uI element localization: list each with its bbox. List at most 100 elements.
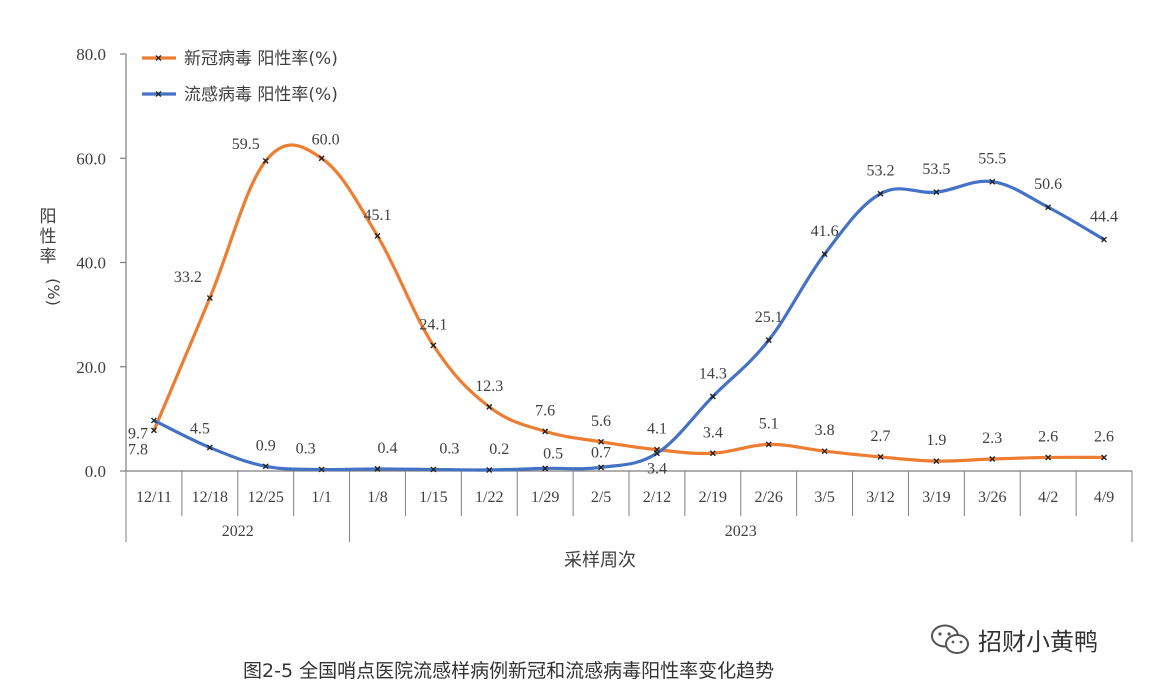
- x-tick-label: 3/12: [866, 489, 894, 506]
- data-point: [1101, 236, 1108, 243]
- data-point: [989, 456, 996, 463]
- figure-caption: 图2-5 全国哨点医院流感样病例新冠和流感病毒阳性率变化趋势: [243, 660, 775, 682]
- data-label: 3.8: [815, 422, 835, 439]
- x-tick-label: 2/26: [754, 489, 782, 506]
- data-label: 0.2: [489, 441, 509, 458]
- data-labels: 7.8 33.2 59.5 60.0 45.1 24.1 12.3 7.6 5.6 4.1 3.4 5…: [128, 131, 1118, 477]
- data-label: 50.6: [1034, 176, 1062, 193]
- axes: [125, 54, 1132, 472]
- data-point: [821, 251, 828, 258]
- x-tick-label: 4/9: [1094, 489, 1114, 506]
- data-point: [1101, 454, 1108, 461]
- data-label: 2.3: [982, 430, 1002, 447]
- data-point: [374, 232, 381, 239]
- data-label: 0.7: [591, 444, 611, 461]
- data-point: [150, 417, 157, 424]
- data-label: 3.4: [703, 424, 723, 441]
- data-point: [1045, 204, 1052, 211]
- data-label: 4.1: [647, 421, 667, 438]
- x-tick-label: 3/5: [814, 489, 834, 506]
- data-point: [262, 463, 269, 470]
- data-label: 1.9: [926, 432, 946, 449]
- y-axis-title-char: 率: [40, 247, 57, 267]
- data-label: 60.0: [312, 131, 340, 148]
- data-point: [542, 465, 549, 472]
- data-label: 53.2: [867, 163, 895, 180]
- data-point: [709, 450, 716, 457]
- x-tick-label: 1/1: [311, 489, 331, 506]
- data-point: [262, 157, 269, 164]
- data-point: [877, 190, 884, 197]
- data-point: [765, 337, 772, 344]
- series-line: [153, 179, 1105, 472]
- data-point: [598, 438, 605, 445]
- data-label: 0.3: [296, 440, 316, 457]
- watermark: 招财小黄鸭: [930, 622, 1098, 657]
- x-tick-label: 4/2: [1038, 489, 1058, 506]
- data-label: 53.5: [922, 161, 950, 178]
- data-point: [486, 403, 493, 410]
- data-label: 0.3: [439, 440, 459, 457]
- x-axis-ticks: 12/11 12/18 12/25 1/1 1/8 1/15 1/22 1/29 2/5 2/12…: [125, 471, 1133, 542]
- y-tick-label: 0.0: [85, 462, 106, 481]
- data-label: 44.4: [1090, 209, 1118, 226]
- x-tick-label: 2/12: [643, 489, 671, 506]
- legend-label: 新冠病毒 阳性率(%): [184, 49, 338, 69]
- x-axis-title: 采样周次: [564, 550, 636, 571]
- series-line: [152, 143, 1105, 463]
- x-tick-label: 12/11: [136, 489, 172, 506]
- y-tick-label: 80.0: [76, 45, 106, 64]
- year-label: 2022: [222, 523, 254, 540]
- data-label: 2.6: [1038, 428, 1058, 445]
- y-tick-label: 40.0: [76, 254, 106, 273]
- x-tick-label: 2/19: [699, 489, 727, 506]
- data-point: [933, 458, 940, 465]
- data-point: [486, 466, 493, 473]
- data-label: 0.4: [378, 440, 398, 457]
- data-point: [709, 393, 716, 400]
- data-label: 2.7: [871, 428, 891, 445]
- x-tick-label: 3/26: [978, 489, 1006, 506]
- data-point: [1045, 454, 1052, 461]
- data-point: [821, 448, 828, 455]
- data-label: 25.1: [755, 309, 783, 326]
- x-tick-label: 1/8: [367, 489, 387, 506]
- data-point: [989, 178, 996, 185]
- data-label: 24.1: [419, 316, 447, 333]
- data-point: [933, 189, 940, 196]
- data-label: 2.6: [1094, 428, 1114, 445]
- data-label: 45.1: [364, 207, 392, 224]
- x-tick-label: 1/15: [419, 489, 447, 506]
- data-label: 41.6: [811, 223, 839, 240]
- data-point: [653, 450, 660, 457]
- data-point: [765, 441, 772, 448]
- data-point: [150, 427, 157, 434]
- data-point: [598, 464, 605, 471]
- data-label: 0.9: [256, 437, 276, 454]
- data-label: 5.6: [591, 413, 611, 430]
- data-label: 14.3: [699, 365, 727, 382]
- legend-label: 流感病毒 阳性率(%): [184, 85, 338, 105]
- x-tick-label: 12/25: [247, 489, 283, 506]
- data-label: 4.5: [190, 421, 210, 438]
- x-tick-label: 2/5: [591, 489, 611, 506]
- x-tick-label: 12/18: [192, 489, 228, 506]
- data-point: [430, 342, 437, 349]
- data-point: [318, 466, 325, 473]
- y-axis-title-char: 性: [40, 227, 57, 247]
- data-label: 7.6: [535, 402, 555, 419]
- data-label: 12.3: [475, 378, 503, 395]
- series-lines: [150, 143, 1108, 473]
- legend-marker: [155, 55, 162, 61]
- y-axis-ticks: 0.0 20.0 40.0 60.0 80.0: [76, 45, 126, 481]
- wechat-icon: [931, 624, 969, 654]
- line-chart: 0.0 20.0 40.0 60.0 80.0 12/11 12/18 12/25 1/1 1/…: [40, 45, 1133, 571]
- data-label: 9.7: [128, 425, 148, 442]
- x-tick-label: 3/19: [922, 489, 950, 506]
- legend: 新冠病毒 阳性率(%) 流感病毒 阳性率(%): [142, 49, 338, 105]
- x-tick-label: 1/29: [531, 489, 559, 506]
- x-tick-label: 1/22: [475, 489, 503, 506]
- data-label: 59.5: [232, 136, 260, 153]
- data-label: 55.5: [978, 151, 1006, 168]
- data-label: 5.1: [759, 415, 779, 432]
